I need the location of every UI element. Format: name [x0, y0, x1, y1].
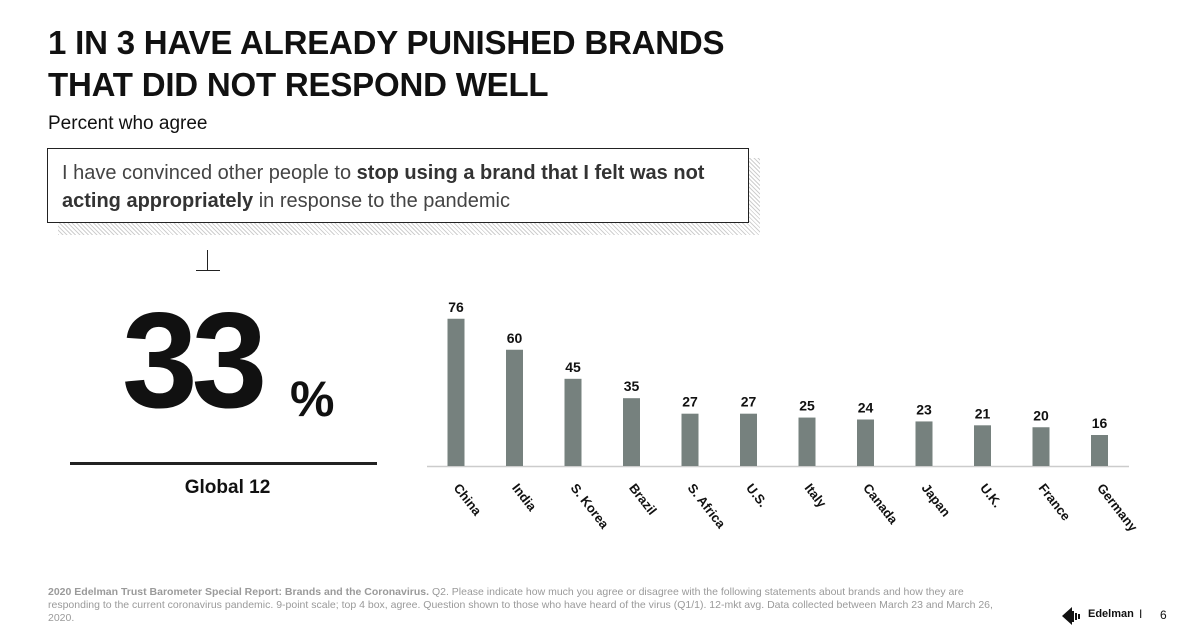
bar-value-label: 24 — [858, 400, 874, 416]
statement-text-2: in response to the pandemic — [253, 190, 510, 212]
bar-japan — [915, 421, 933, 466]
subtitle: Percent who agree — [48, 113, 208, 134]
bar-value-label: 16 — [1092, 415, 1108, 431]
x-tick-label: France — [1036, 481, 1074, 524]
statement-text-1: I have convinced other people to — [62, 162, 357, 184]
brand-name: Edelman — [1088, 608, 1134, 620]
bar-value-label: 21 — [975, 405, 991, 421]
bar-value-label: 60 — [507, 330, 523, 346]
footnote-source: 2020 Edelman Trust Barometer Special Rep… — [48, 586, 430, 598]
bar-france — [1032, 427, 1050, 466]
bar-u-k — [974, 425, 991, 466]
x-tick-label: Japan — [919, 481, 954, 520]
page-number: 6 — [1160, 608, 1167, 622]
statement-box: I have convinced other people to stop us… — [47, 148, 749, 223]
edelman-logo-icon — [1062, 607, 1080, 625]
global-divider — [70, 462, 377, 465]
connector-foot — [196, 270, 220, 271]
x-tick-label: S. Africa — [685, 481, 729, 532]
x-tick-label: U.K. — [977, 481, 1005, 511]
footnote: 2020 Edelman Trust Barometer Special Rep… — [48, 586, 1018, 625]
bar-value-label: 45 — [565, 359, 581, 375]
global-percent-sign: % — [290, 371, 335, 427]
x-tick-label: U.S. — [743, 481, 770, 510]
bar-india — [506, 349, 523, 466]
bar-value-label: 23 — [916, 401, 932, 417]
bar-value-label: 25 — [799, 398, 815, 414]
x-tick-label: Canada — [860, 481, 901, 528]
title-line-2: THAT DID NOT RESPOND WELL — [48, 66, 549, 103]
x-tick-label: Italy — [802, 481, 830, 511]
x-tick-label: Germany — [1094, 481, 1141, 535]
bar-s-korea — [564, 378, 582, 466]
bar-value-label: 35 — [624, 378, 640, 394]
bar-germany — [1091, 435, 1108, 466]
bar-value-label: 27 — [682, 394, 698, 410]
title-line-1: 1 IN 3 HAVE ALREADY PUNISHED BRANDS — [48, 24, 725, 61]
country-bar-chart: 76 China 60 India 45 S. Korea 35 Brazil 27 S. Afr… — [427, 299, 1141, 535]
bar-china — [447, 318, 465, 466]
bar-value-label: 20 — [1033, 407, 1049, 423]
bar-italy — [798, 417, 816, 466]
page-title: 1 IN 3 HAVE ALREADY PUNISHED BRANDS THAT… — [48, 22, 725, 106]
global-percent-value: 33 — [122, 284, 267, 436]
x-tick-label: China — [451, 481, 486, 519]
page-separator: I — [1139, 607, 1143, 621]
global-label: Global 12 — [184, 477, 271, 498]
bar-value-label: 76 — [448, 299, 464, 315]
bar-brazil — [623, 398, 640, 466]
x-tick-label: Brazil — [626, 481, 660, 518]
bar-value-label: 27 — [741, 394, 757, 410]
bar-canada — [857, 419, 874, 466]
bar-s-africa — [681, 413, 699, 466]
connector-line — [207, 250, 208, 270]
x-tick-label: India — [509, 481, 540, 515]
x-tick-label: S. Korea — [568, 481, 613, 532]
bar-u-s — [740, 413, 757, 466]
statement-bold-text: stop using a brand that I felt was not a… — [62, 162, 705, 212]
footnote-text: Q2. Please indicate how much you agree o… — [48, 586, 993, 624]
